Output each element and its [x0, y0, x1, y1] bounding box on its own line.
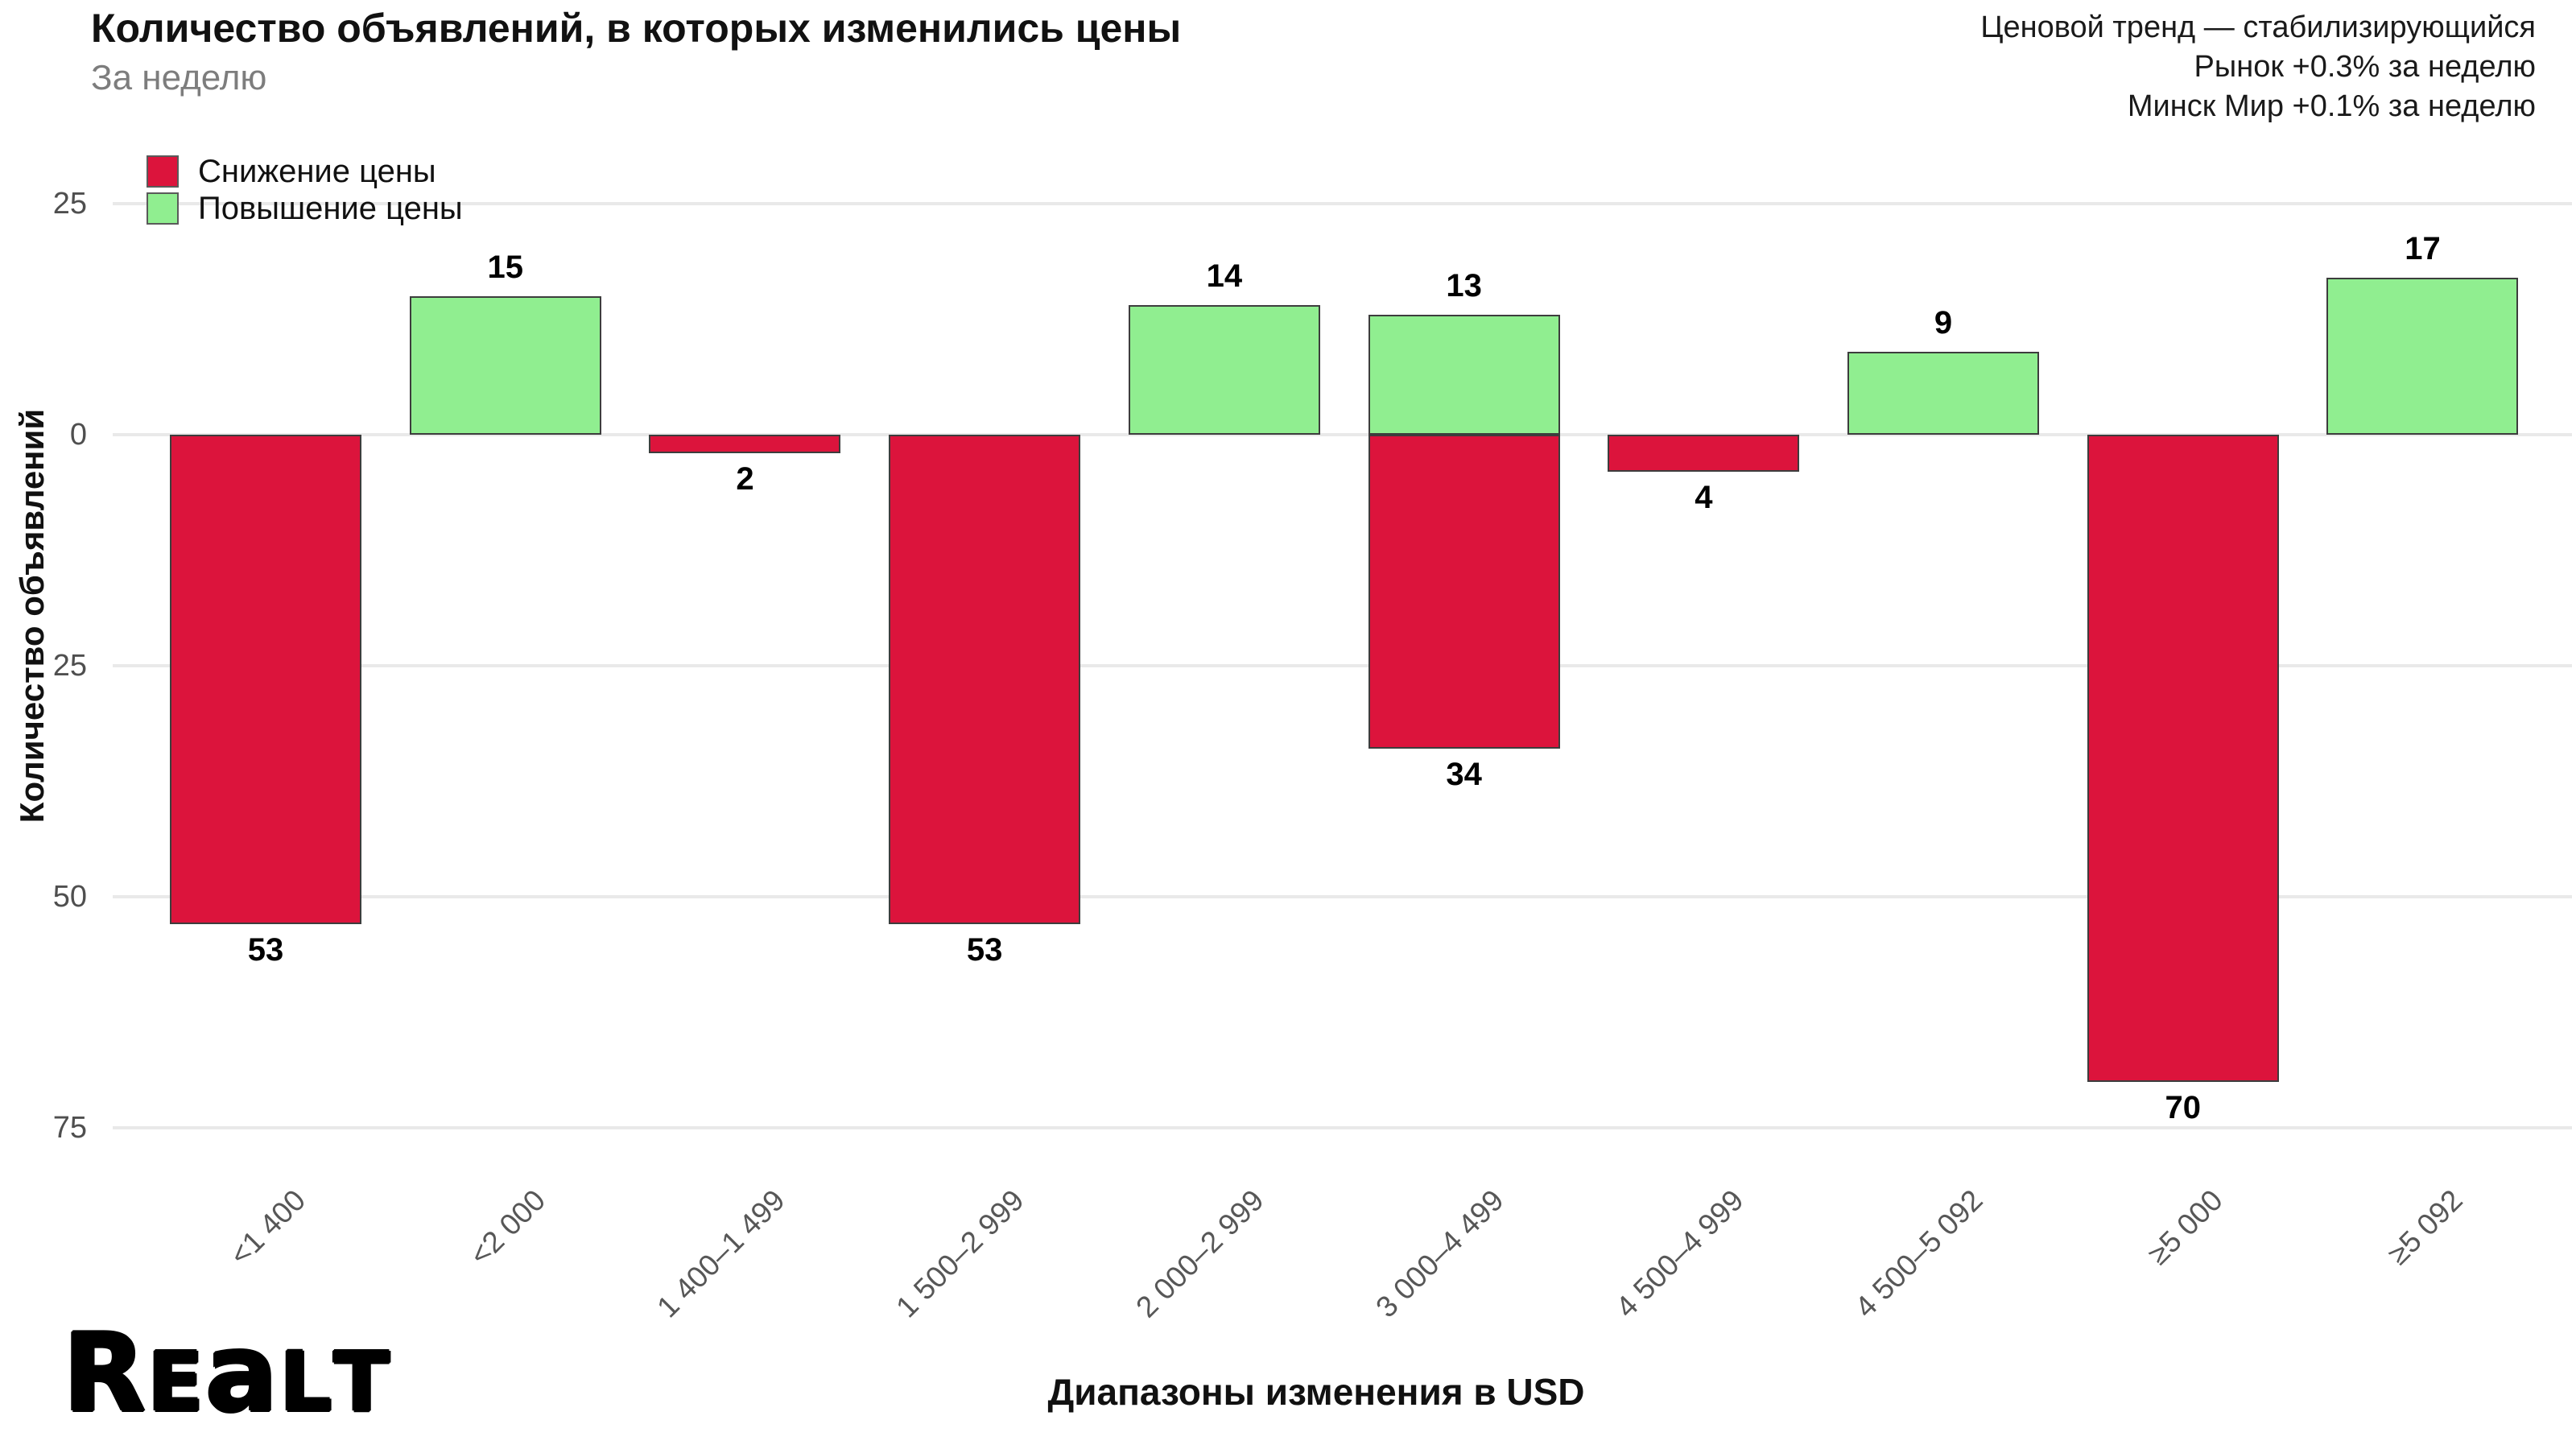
logo-letter: a	[204, 1311, 280, 1436]
bar-increase	[2326, 277, 2519, 435]
y-axis-tick-label: 0	[69, 418, 87, 452]
chart-title: Количество объявлений, в которых изменил…	[91, 6, 1182, 51]
bar-value-label: 14	[1206, 258, 1243, 295]
x-axis-tick-label: <1 400	[223, 1183, 312, 1272]
y-axis-title: Количество объявлений	[13, 408, 51, 824]
bar-decrease	[1608, 435, 1800, 472]
bar-value-label: 17	[2405, 230, 2441, 266]
bar-decrease	[2087, 435, 2279, 1082]
legend-label-increase: Повышение цены	[198, 190, 463, 226]
logo-letter: T	[333, 1335, 391, 1430]
bar-decrease	[889, 435, 1081, 925]
legend-item-increase: Повышение цены	[147, 190, 463, 227]
bar-value-label: 4	[1695, 479, 1713, 515]
bar-value-label: 70	[2165, 1089, 2202, 1125]
logo-letter: R	[63, 1311, 148, 1436]
x-axis-tick-label: 4 500–5 092	[1848, 1183, 1990, 1324]
bar-value-label: 53	[247, 932, 284, 968]
y-axis-tick-label: 50	[52, 880, 87, 914]
x-axis-tick-label: ≥5 092	[2380, 1183, 2469, 1271]
bar-increase	[409, 295, 601, 435]
bar-increase	[1368, 314, 1560, 435]
trend-line-3: Минск Мир +0.1% за неделю	[2127, 89, 2536, 123]
y-axis-tick-label: 25	[52, 649, 87, 683]
bar-value-label: 9	[1934, 304, 1953, 341]
trend-annotation-block: Ценовой тренд — стабилизирующийся Рынок …	[1980, 8, 2536, 126]
chart-subtitle: За неделю	[91, 58, 267, 97]
bar-value-label: 15	[487, 249, 523, 285]
gridline	[113, 1126, 2572, 1129]
x-axis-title: Диапазоны изменения в USD	[1047, 1371, 1585, 1413]
logo-letter: E	[147, 1335, 205, 1430]
x-axis-tick-label: 1 400–1 499	[650, 1183, 791, 1324]
bar-decrease	[1368, 435, 1560, 749]
x-axis-tick-label: <2 000	[462, 1183, 551, 1272]
trend-line-2: Рынок +0.3% за неделю	[2194, 50, 2536, 84]
bar-value-label: 13	[1446, 267, 1482, 303]
decrease-color-swatch	[147, 155, 179, 188]
bar-value-label: 2	[736, 460, 754, 497]
x-axis-tick-label: 1 500–2 999	[890, 1183, 1031, 1324]
legend-item-decrease: Снижение цены	[147, 153, 463, 190]
bar-value-label: 53	[966, 932, 1003, 968]
x-axis-tick-label: 4 500–4 999	[1608, 1183, 1750, 1324]
bar-decrease	[170, 435, 361, 925]
gridline	[113, 202, 2572, 205]
y-axis-tick-label: 25	[52, 187, 87, 221]
increase-color-swatch	[147, 192, 179, 225]
legend-label-decrease: Снижение цены	[198, 153, 436, 189]
y-axis-tick-label: 75	[52, 1111, 87, 1145]
gridline	[113, 433, 2572, 436]
logo-letter: L	[279, 1335, 334, 1430]
bar-decrease	[649, 435, 841, 453]
legend: Снижение цены Повышение цены	[147, 153, 463, 227]
x-axis-tick-label: 2 000–2 999	[1129, 1183, 1270, 1324]
trend-line-1: Ценовой тренд — стабилизирующийся	[1980, 10, 2536, 44]
gridline	[113, 664, 2572, 667]
bar-increase	[1847, 351, 2040, 435]
x-axis-tick-label: ≥5 000	[2140, 1183, 2229, 1271]
bar-value-label: 34	[1446, 757, 1482, 793]
bar-increase	[1128, 305, 1320, 435]
x-axis-tick-label: 3 000–4 499	[1369, 1183, 1510, 1324]
gridline	[113, 895, 2572, 898]
